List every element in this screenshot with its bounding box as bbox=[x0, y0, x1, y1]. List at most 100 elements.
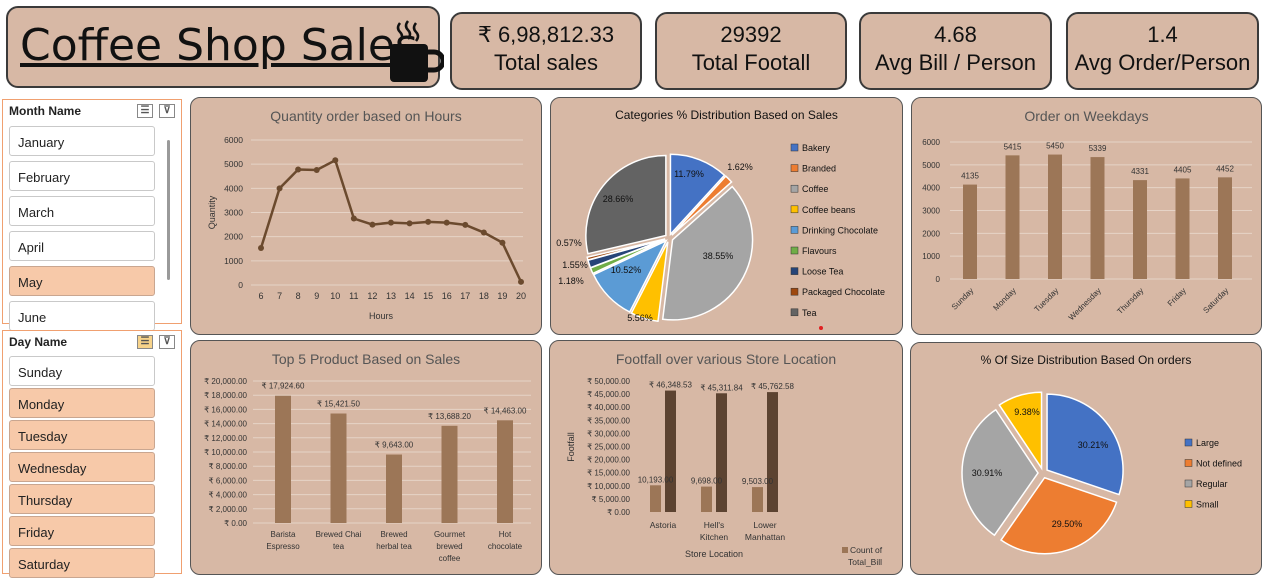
legend-swatch bbox=[1184, 500, 1193, 508]
legend-swatch bbox=[842, 547, 848, 553]
x-tick-label: 16 bbox=[442, 291, 452, 301]
bar-value-label: ₹ 46,348.53 bbox=[649, 381, 692, 390]
bar-value-label: ₹ 17,924.60 bbox=[262, 382, 305, 391]
multi-select-icon[interactable]: ☰ bbox=[137, 335, 153, 349]
slicer-item-march[interactable]: March bbox=[9, 196, 155, 226]
bar bbox=[1090, 157, 1105, 279]
slicer-item-january[interactable]: January bbox=[9, 126, 155, 156]
bar bbox=[752, 487, 763, 512]
y-tick-label: ₹ 45,000.00 bbox=[587, 390, 630, 399]
slicer-item-may[interactable]: May bbox=[9, 266, 155, 296]
month-slicer-header: Month Name ☰ ⊽ bbox=[3, 100, 181, 122]
x-axis-label: Hours bbox=[369, 311, 394, 321]
bar-value-label: 5415 bbox=[1004, 142, 1022, 151]
data-point bbox=[443, 219, 450, 226]
slice-label: 11.79% bbox=[674, 169, 704, 179]
size-chart-panel: % Of Size Distribution Based On orders 3… bbox=[910, 342, 1262, 575]
slicer-item-wednesday[interactable]: Wednesday bbox=[9, 452, 155, 482]
legend-swatch bbox=[790, 205, 799, 214]
legend-swatch bbox=[790, 184, 799, 193]
slicer-item-saturday[interactable]: Saturday bbox=[9, 548, 155, 578]
slice-label: 29.50% bbox=[1052, 519, 1083, 529]
multi-select-icon[interactable]: ☰ bbox=[137, 104, 153, 118]
clear-filter-icon[interactable]: ⊽ bbox=[159, 104, 175, 118]
marker-dot bbox=[819, 326, 823, 330]
bar bbox=[650, 485, 661, 512]
y-tick-label: ₹ 0.00 bbox=[607, 508, 630, 517]
bar-value-label: 4331 bbox=[1131, 167, 1149, 176]
top5-bar-chart: ₹ 0.00 ₹ 2,000.00 ₹ 4,000.00 ₹ 6,000.00 ₹ 8,… bbox=[204, 377, 531, 563]
y-tick-label: ₹ 18,000.00 bbox=[204, 391, 247, 400]
x-tick-label: 14 bbox=[405, 291, 415, 301]
bar bbox=[497, 420, 513, 523]
y-tick-label: ₹ 20,000.00 bbox=[204, 377, 247, 386]
month-slicer-scrollbar[interactable] bbox=[167, 140, 170, 280]
x-tick-label: 7 bbox=[277, 291, 282, 301]
bar bbox=[665, 390, 676, 512]
slicer-item-tuesday[interactable]: Tuesday bbox=[9, 420, 155, 450]
bar bbox=[963, 184, 977, 279]
slicer-item-monday[interactable]: Monday bbox=[9, 388, 155, 418]
clear-filter-icon[interactable]: ⊽ bbox=[159, 335, 175, 349]
slicer-item-friday[interactable]: Friday bbox=[9, 516, 155, 546]
chart-title: Order on Weekdays bbox=[1024, 108, 1149, 124]
slicer-item-sunday[interactable]: Sunday bbox=[9, 356, 155, 386]
bar-value-label: 5339 bbox=[1089, 144, 1107, 153]
slicer-item-june[interactable]: June bbox=[9, 301, 155, 331]
y-tick-label: ₹ 12,000.00 bbox=[204, 434, 247, 443]
y-tick-label: ₹ 0.00 bbox=[224, 519, 247, 528]
x-tick-label: Brewed bbox=[380, 530, 407, 539]
slice-label: 5.56% bbox=[627, 313, 653, 323]
pie-slice bbox=[630, 241, 669, 323]
data-point bbox=[480, 229, 487, 236]
x-tick-label: chocolate bbox=[488, 542, 523, 551]
y-tick-label: 3000 bbox=[922, 207, 940, 216]
hours-chart-panel: Quantity order based on Hours 0 1000 2000 3… bbox=[190, 97, 542, 335]
pie-slice bbox=[661, 185, 754, 321]
y-tick-label: ₹ 20,000.00 bbox=[587, 456, 630, 465]
kpi-avg-order: 1.4 Avg Order/Person bbox=[1066, 12, 1259, 90]
chart-title: Categories % Distribution Based on Sales bbox=[615, 108, 838, 122]
weekday-chart-panel: Order on Weekdays 0 1000 2000 3000 4000 5000 6… bbox=[911, 97, 1262, 335]
x-tick-label: Astoria bbox=[650, 520, 677, 530]
slicer-item-april[interactable]: April bbox=[9, 231, 155, 261]
x-tick-label: Tuesday bbox=[1033, 286, 1061, 314]
bar-value-label: 5450 bbox=[1046, 142, 1064, 151]
chart-title: % Of Size Distribution Based On orders bbox=[980, 353, 1192, 367]
y-tick-label: 1000 bbox=[224, 256, 243, 266]
x-tick-label: Lower bbox=[753, 520, 776, 530]
x-tick-label: tea bbox=[333, 542, 345, 551]
slicer-item-february[interactable]: February bbox=[9, 161, 155, 191]
y-tick-label: ₹ 15,000.00 bbox=[587, 469, 630, 478]
x-tick-label: Manhattan bbox=[745, 532, 785, 542]
pie-slice bbox=[961, 408, 1039, 537]
legend-label: Bakery bbox=[802, 143, 831, 153]
data-point bbox=[313, 166, 320, 173]
x-tick-label: Hell's bbox=[704, 520, 725, 530]
day-slicer: Day Name ☰ ⊽ Sunday Monday Tuesday Wednesda… bbox=[2, 330, 182, 578]
page-title: Coffee Shop Sales bbox=[20, 20, 418, 71]
footfall-bar-chart: ₹ 0.00 ₹ 5,000.00 ₹ 10,000.00 ₹ 15,000.00 ₹ … bbox=[566, 377, 883, 567]
legend-label: Small bbox=[1196, 500, 1219, 510]
day-slicer-header: Day Name ☰ ⊽ bbox=[3, 331, 181, 353]
legend-swatch bbox=[1184, 459, 1193, 467]
x-tick-label: coffee bbox=[439, 554, 461, 563]
y-tick-label: ₹ 16,000.00 bbox=[204, 405, 247, 414]
data-point bbox=[462, 221, 469, 228]
slice-label: 28.66% bbox=[603, 194, 634, 204]
kpi-label: Total sales bbox=[494, 50, 598, 75]
legend-swatch bbox=[1184, 438, 1193, 447]
pie-slice bbox=[585, 154, 667, 255]
legend-swatch bbox=[790, 246, 799, 255]
slicer-item-thursday[interactable]: Thursday bbox=[9, 484, 155, 514]
slice-label: 0.57% bbox=[556, 238, 582, 248]
pie-slice bbox=[586, 238, 666, 261]
y-tick-label: 5000 bbox=[224, 159, 243, 169]
title-card: Coffee Shop Sales bbox=[6, 6, 444, 88]
pie-slice bbox=[998, 391, 1043, 471]
month-slicer-title: Month Name bbox=[9, 104, 81, 118]
legend-label: Branded bbox=[802, 164, 836, 174]
categories-chart-panel: Categories % Distribution Based on Sales… bbox=[550, 97, 903, 335]
legend-label: Flavours bbox=[802, 246, 837, 256]
kpi-avg-bill: 4.68 Avg Bill / Person bbox=[859, 12, 1052, 90]
